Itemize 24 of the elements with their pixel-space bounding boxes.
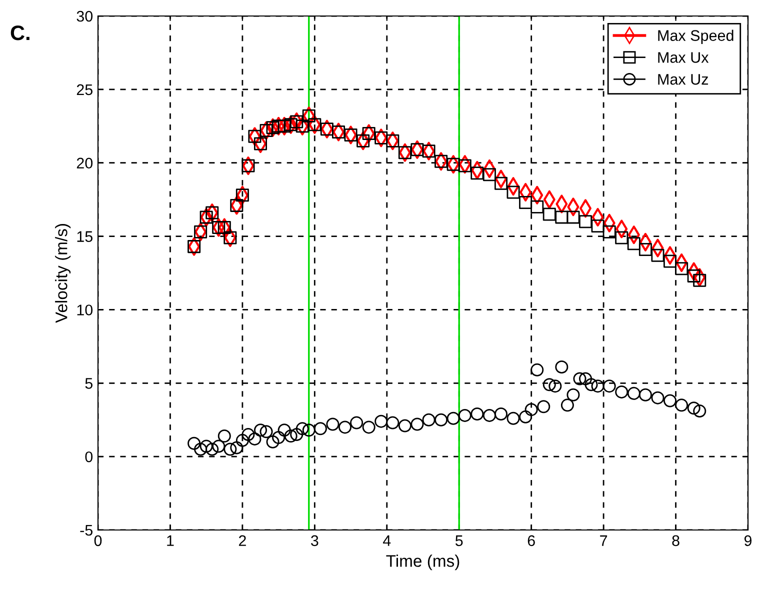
- x-tick-label: 5: [455, 535, 463, 546]
- y-axis-title: Velocity (m/s): [55, 224, 71, 323]
- y-tick-label: 30: [76, 10, 93, 22]
- x-tick-label: 9: [744, 535, 752, 546]
- x-tick-label: 3: [311, 535, 318, 546]
- legend-label: Max Ux: [658, 52, 709, 63]
- x-tick-label: 4: [382, 535, 391, 546]
- legend-label: Max Speed: [658, 30, 734, 44]
- x-tick-label: 1: [167, 535, 174, 546]
- y-tick-label: 0: [85, 451, 93, 462]
- x-tick-label: 0: [94, 535, 102, 546]
- text: C.: [10, 25, 30, 40]
- y-tick-label: 5: [85, 378, 92, 389]
- y-tick-label: 20: [76, 158, 93, 169]
- y-tick-label: 15: [77, 231, 92, 242]
- x-tick-label: 7: [600, 535, 608, 546]
- y-tick-label: -5: [80, 525, 92, 536]
- x-tick-label: 6: [528, 535, 535, 546]
- y-tick-label: 10: [77, 304, 93, 316]
- x-axis-title: Time (ms): [386, 554, 460, 570]
- x-tick-label: 8: [672, 535, 680, 546]
- y-tick-label: 25: [76, 84, 92, 96]
- legend-label: Max Uz: [658, 74, 708, 85]
- x-tick-label: 2: [238, 535, 246, 546]
